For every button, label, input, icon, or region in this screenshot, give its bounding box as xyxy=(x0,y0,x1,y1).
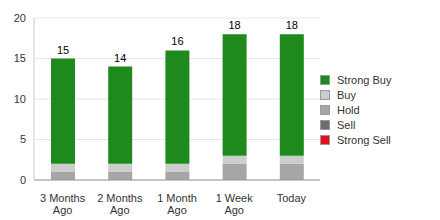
svg-text:2 MonthsAgo: 2 MonthsAgo xyxy=(97,192,143,216)
html-text:Strong Sell: Strong Sell xyxy=(337,134,391,146)
html-text:Hold: Hold xyxy=(337,104,360,116)
svg-text:15: 15 xyxy=(14,52,26,64)
svg-text:0: 0 xyxy=(20,174,26,186)
svg-text:15: 15 xyxy=(57,44,69,56)
html-text:Sell: Sell xyxy=(337,119,356,131)
svg-text:16: 16 xyxy=(171,35,183,47)
svg-text:18: 18 xyxy=(286,19,298,31)
svg-text:3 MonthsAgo: 3 MonthsAgo xyxy=(40,192,86,216)
html-text:Buy: Buy xyxy=(337,89,356,101)
svg-text:14: 14 xyxy=(114,52,126,64)
svg-text:10: 10 xyxy=(14,93,26,105)
html-text:Strong Buy: Strong Buy xyxy=(337,74,392,86)
svg-text:5: 5 xyxy=(20,133,26,145)
svg-text:Today: Today xyxy=(277,192,307,204)
svg-text:18: 18 xyxy=(228,19,240,31)
svg-text:1 MonthAgo: 1 MonthAgo xyxy=(157,192,197,216)
svg-text:1 WeekAgo: 1 WeekAgo xyxy=(216,192,254,216)
svg-text:20: 20 xyxy=(14,12,26,24)
